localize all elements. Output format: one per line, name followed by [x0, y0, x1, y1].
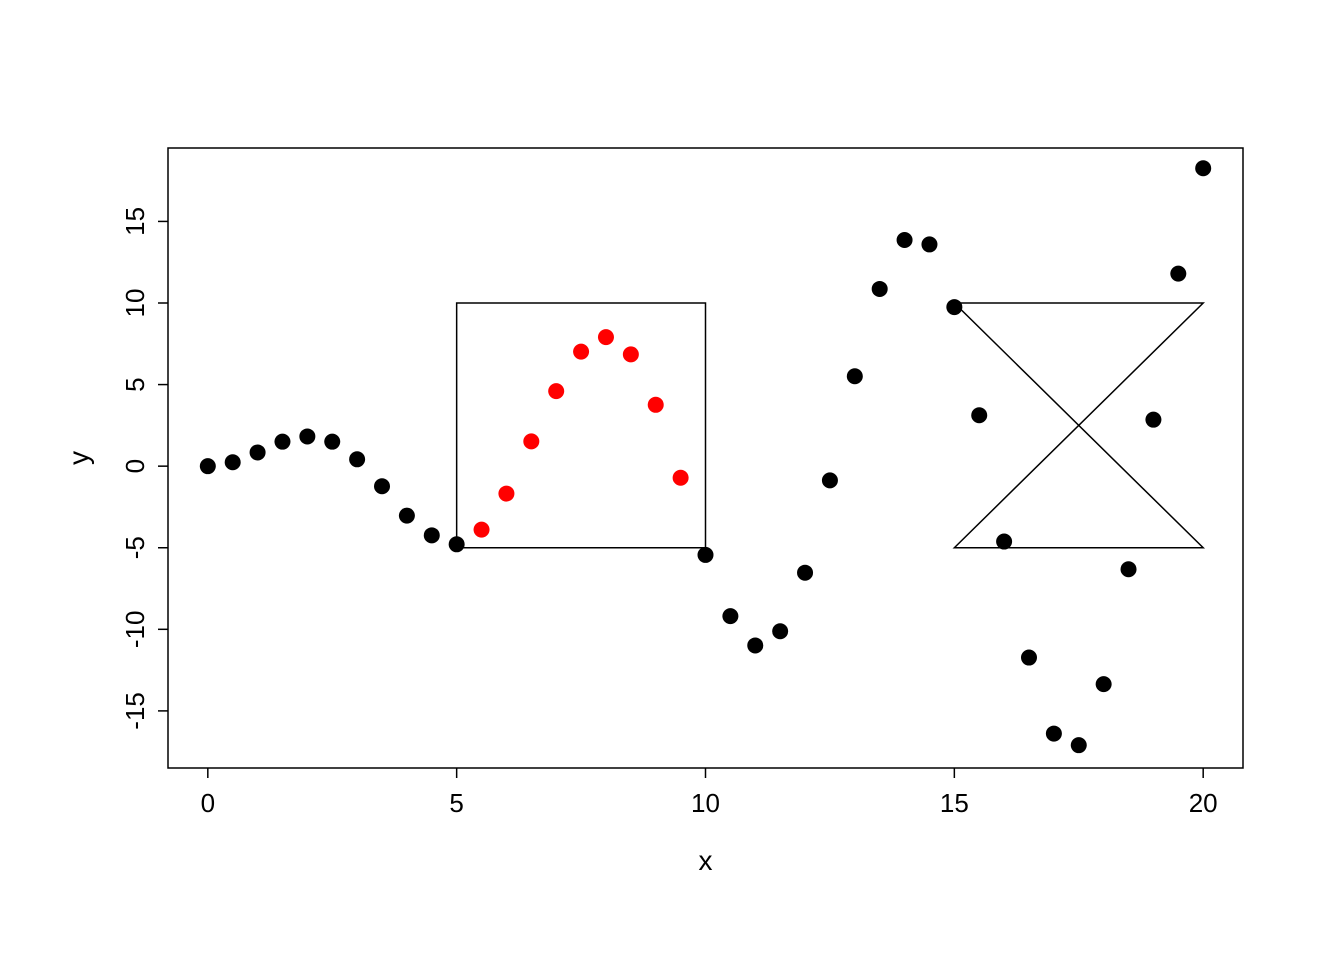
data-point [548, 383, 564, 399]
data-point [274, 434, 290, 450]
chart-container: 0 5 10 15 20 -15 -10 -5 0 5 10 15 x y [0, 0, 1344, 960]
x-tick-label: 15 [940, 788, 969, 818]
scatter-plot: 0 5 10 15 20 -15 -10 -5 0 5 10 15 x y [0, 0, 1344, 960]
y-tick-label: -10 [120, 611, 150, 649]
data-point [598, 329, 614, 345]
x-axis-label: x [699, 845, 713, 876]
data-point [847, 368, 863, 384]
data-point [1195, 160, 1211, 176]
y-tick-label: -15 [120, 692, 150, 730]
data-point [374, 478, 390, 494]
data-point [897, 232, 913, 248]
data-point [971, 407, 987, 423]
x-tick-label: 20 [1189, 788, 1218, 818]
data-point [1170, 266, 1186, 282]
data-point [424, 527, 440, 543]
data-point [449, 536, 465, 552]
data-point [623, 346, 639, 362]
y-tick-label: 0 [120, 459, 150, 473]
x-tick-label: 5 [449, 788, 463, 818]
data-point [1096, 676, 1112, 692]
x-tick-label: 0 [201, 788, 215, 818]
data-point [200, 458, 216, 474]
x-tick-label: 10 [691, 788, 720, 818]
data-point [1071, 737, 1087, 753]
data-point [1021, 650, 1037, 666]
data-point [1046, 726, 1062, 742]
data-point [648, 397, 664, 413]
y-axis-label: y [63, 451, 94, 465]
y-tick-label: -5 [120, 536, 150, 559]
data-point [349, 451, 365, 467]
data-point [523, 433, 539, 449]
data-point [299, 428, 315, 444]
data-point [1121, 561, 1137, 577]
data-point [872, 281, 888, 297]
data-point [498, 486, 514, 502]
data-point [822, 472, 838, 488]
data-point [946, 299, 962, 315]
data-point [1145, 412, 1161, 428]
data-point [747, 637, 763, 653]
data-point [324, 434, 340, 450]
data-point [673, 470, 689, 486]
data-point [250, 444, 266, 460]
data-point [474, 522, 490, 538]
data-point [996, 534, 1012, 550]
y-tick-label: 15 [120, 207, 150, 236]
data-point [772, 623, 788, 639]
data-point [225, 454, 241, 470]
y-tick-label: 10 [120, 289, 150, 318]
data-point [722, 608, 738, 624]
data-point [921, 236, 937, 252]
data-point [573, 344, 589, 360]
data-point [698, 547, 714, 563]
data-point [797, 565, 813, 581]
data-point [399, 508, 415, 524]
y-tick-label: 5 [120, 377, 150, 391]
